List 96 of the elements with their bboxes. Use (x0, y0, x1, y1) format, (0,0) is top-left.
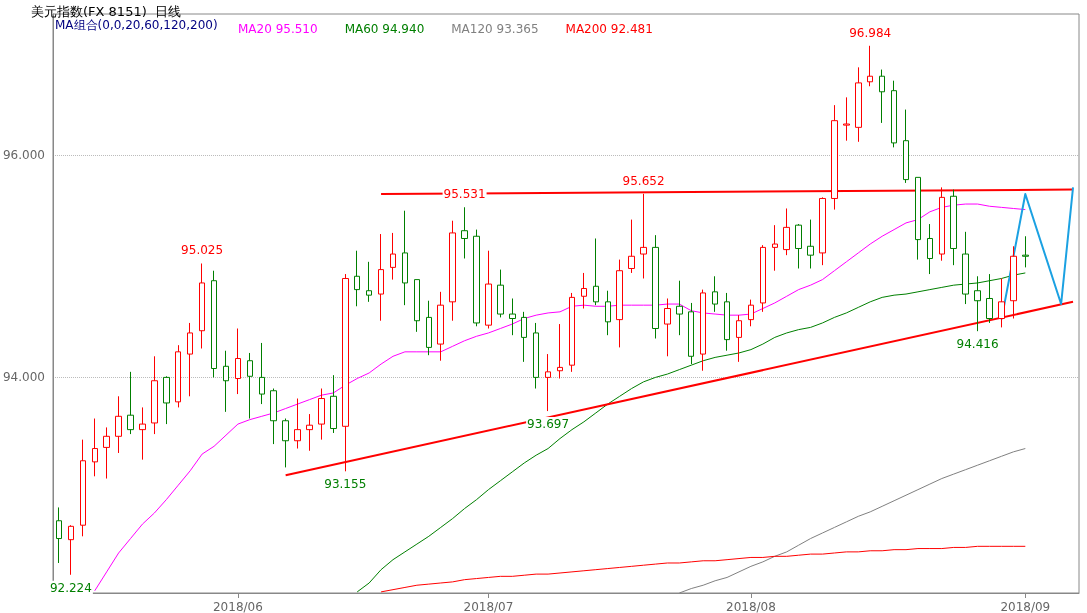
candlestick (175, 344, 181, 408)
candlestick (318, 388, 325, 441)
x-tick-label: 2018/06 (212, 600, 263, 613)
annotation: 95.652 (622, 173, 665, 188)
candlestick (449, 220, 456, 322)
candlestick (115, 395, 122, 454)
candlestick (807, 219, 814, 269)
annotation: 95.025 (181, 243, 224, 258)
candlestick (819, 196, 826, 266)
candlestick (795, 223, 802, 269)
line-series (94, 203, 1026, 592)
candlestick (521, 311, 527, 363)
candlestick (688, 302, 694, 365)
candlestick (330, 374, 337, 434)
candlestick (927, 223, 933, 275)
candlestick (366, 261, 372, 303)
candlestick (855, 66, 862, 143)
candlestick (616, 259, 623, 348)
candlestick (867, 45, 873, 87)
candlestick (187, 322, 193, 397)
annotation: 92.224 (49, 580, 92, 595)
candlestick (92, 418, 98, 477)
chart-title: 美元指数(FX 8151) 日线 (31, 4, 182, 19)
candlestick (533, 322, 539, 390)
candlestick (378, 233, 384, 322)
candlestick (139, 406, 146, 461)
candlestick (736, 314, 742, 363)
text: MA200 92.481 (565, 22, 653, 36)
line-series (380, 545, 1026, 593)
candlestick (282, 418, 289, 468)
candlestick (545, 353, 551, 412)
candlestick (783, 207, 790, 256)
annotation: 93.155 (324, 477, 367, 492)
x-tick-label: 2018/07 (463, 600, 514, 613)
candlestick (974, 275, 981, 332)
legend-title: MA组合(0,0,20,60,120,200) (55, 18, 218, 32)
candlestick (426, 300, 432, 356)
candlestick (294, 398, 301, 450)
candlestick (700, 289, 706, 372)
candlestick (569, 292, 575, 373)
candlestick (712, 275, 718, 313)
candlestick (760, 244, 766, 313)
y-tick-label: 96.000 (2, 148, 45, 163)
candlestick (843, 96, 850, 142)
candlestick (461, 206, 468, 259)
candlestick (509, 298, 516, 336)
candlestick (437, 291, 444, 362)
candlestick (485, 250, 492, 329)
candlestick (402, 210, 408, 306)
x-tick-label: 2018/09 (1000, 600, 1051, 613)
candlestick (151, 355, 158, 435)
candlestick (724, 292, 730, 352)
candlestick (259, 342, 265, 405)
candlestick (80, 439, 86, 537)
annotation: 93.697 (527, 417, 570, 432)
candlestick (748, 299, 754, 327)
candlestick (127, 371, 134, 435)
candlestick (950, 189, 957, 266)
text: MA120 93.365 (451, 22, 539, 36)
candlestick (306, 413, 313, 452)
candlestick (557, 323, 563, 380)
candlestick (652, 234, 659, 340)
candlestick (473, 229, 480, 327)
candlestick (199, 262, 205, 350)
candlestick (68, 524, 74, 576)
candlestick (772, 224, 778, 272)
candlestick (56, 506, 62, 564)
candlestick (163, 375, 170, 425)
x-tick-label: 2018/08 (725, 600, 776, 613)
y-tick-label: 94.000 (2, 370, 45, 385)
text: MA60 94.940 (344, 22, 425, 36)
candlestick (223, 350, 229, 413)
candlestick (354, 250, 360, 307)
candlestick (628, 219, 635, 274)
candlestick (915, 176, 921, 261)
annotation: 95.531 (443, 187, 486, 202)
candlestick (605, 290, 611, 336)
candlestick (270, 388, 277, 445)
candlestick (211, 270, 217, 378)
candlestick (676, 280, 683, 336)
candlestick (414, 279, 420, 333)
candlestick (103, 426, 110, 480)
candlestick (497, 269, 504, 318)
candlestick (390, 232, 396, 281)
candlestick (903, 109, 909, 184)
candlestick (1022, 235, 1029, 268)
candlestick (891, 80, 897, 148)
candlestick (581, 272, 587, 309)
text: MA20 95.510 (238, 22, 318, 36)
candlestick (235, 328, 241, 395)
candlestick (593, 237, 599, 306)
candlestick (879, 69, 885, 124)
candlestick (664, 298, 671, 357)
annotation: 94.416 (956, 337, 999, 352)
annotation: 96.984 (849, 25, 892, 40)
candlestick (247, 352, 253, 420)
